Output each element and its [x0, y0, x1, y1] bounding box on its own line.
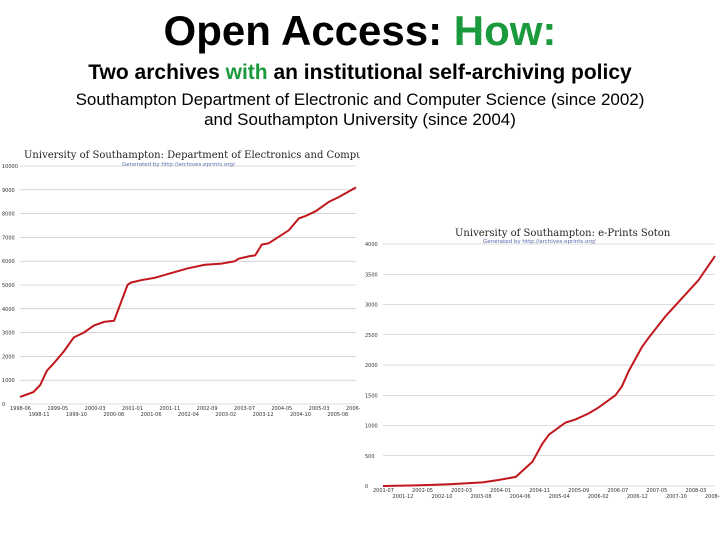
x-tick-label-2: 1999-05 — [47, 406, 68, 412]
x-tick-label-10: 2005-09 — [568, 488, 589, 494]
x-tick-label-18: 2006-01 — [346, 406, 360, 412]
x-tick-label-16: 2008-03 — [685, 488, 706, 494]
y-tick-label-3: 3000 — [2, 331, 15, 337]
x-tick-label-14: 2007-05 — [646, 488, 667, 494]
title-accent: How: — [453, 7, 557, 54]
y-tick-label-1: 1000 — [2, 378, 15, 384]
x-tick-label-17: 2008-08 — [705, 494, 720, 500]
chart1-x-axis: 1998-061998-111999-051999-102000-032000-… — [10, 406, 360, 418]
y-tick-label-6: 3000 — [365, 303, 378, 309]
x-tick-label-12: 2003-07 — [234, 406, 255, 412]
x-tick-label-13: 2006-12 — [627, 494, 648, 500]
y-tick-label-3: 1500 — [365, 393, 378, 399]
chart2-gridlines — [383, 243, 715, 487]
x-tick-label-9: 2005-04 — [549, 494, 570, 500]
x-tick-label-0: 2001-07 — [373, 488, 394, 494]
x-tick-label-8: 2004-11 — [529, 488, 550, 494]
y-tick-label-5: 2500 — [365, 333, 378, 339]
description-line-2: and Southampton University (since 2004) — [204, 110, 516, 129]
x-tick-label-5: 2000-08 — [103, 412, 124, 418]
slide-subtitle: Two archives with an institutional self-… — [0, 60, 720, 86]
x-tick-label-8: 2001-11 — [159, 406, 180, 412]
eprints-soton-growth-chart: University of Southampton: e-Prints Soto… — [365, 228, 720, 500]
title-main: Open Access: — [163, 7, 443, 54]
y-tick-label-5: 5000 — [2, 283, 15, 289]
chart2-x-axis: 2001-072001-122002-052002-102003-032003-… — [373, 488, 720, 500]
chart1-title: University of Southampton: Department of… — [24, 150, 360, 161]
y-tick-label-4: 2000 — [365, 363, 378, 369]
x-tick-label-12: 2006-07 — [607, 488, 628, 494]
y-tick-label-4: 4000 — [2, 307, 15, 313]
x-tick-label-0: 1998-06 — [10, 406, 31, 412]
subtitle-accent: with — [225, 61, 268, 84]
description-line-1: Southampton Department of Electronic and… — [75, 90, 645, 109]
y-tick-label-2: 1000 — [365, 424, 378, 430]
chart1-subtitle: Generated by http://archives.eprints.org… — [122, 162, 235, 168]
y-tick-label-2: 2000 — [2, 354, 15, 360]
chart2-title: University of Southampton: e-Prints Soto… — [455, 228, 671, 239]
x-tick-label-11: 2003-02 — [215, 412, 236, 418]
x-tick-label-7: 2004-06 — [510, 494, 531, 500]
y-tick-label-0: 0 — [2, 402, 5, 408]
x-tick-label-4: 2000-03 — [85, 406, 106, 412]
chart1-gridlines — [20, 165, 356, 405]
chart2-series-line — [382, 255, 716, 487]
y-tick-label-0: 0 — [365, 484, 368, 490]
x-tick-label-17: 2005-08 — [327, 412, 348, 418]
x-tick-label-9: 2002-04 — [178, 412, 199, 418]
x-tick-label-10: 2002-09 — [197, 406, 218, 412]
x-tick-label-2: 2002-05 — [412, 488, 433, 494]
chart1-y-axis: 0 1000 2000 3000 4000 5000 6000 7000 8000 9000 100… — [2, 164, 18, 408]
x-tick-label-11: 2006-02 — [588, 494, 609, 500]
x-tick-label-15: 2007-10 — [666, 494, 687, 500]
y-tick-label-7: 7000 — [2, 235, 15, 241]
x-tick-label-7: 2001-06 — [141, 412, 162, 418]
x-tick-label-13: 2003-12 — [253, 412, 274, 418]
subtitle-after: an institutional self-archiving policy — [273, 61, 632, 84]
y-tick-label-9: 9000 — [2, 188, 15, 194]
y-tick-label-6: 6000 — [2, 259, 15, 265]
chart2-y-axis: 0 500 1000 1500 2000 2500 3000 3500 4000 — [365, 242, 378, 490]
x-tick-label-3: 2002-10 — [432, 494, 453, 500]
x-tick-label-6: 2001-01 — [122, 406, 143, 412]
x-tick-label-5: 2003-08 — [471, 494, 492, 500]
chart1-series-line — [19, 186, 357, 398]
x-tick-label-3: 1999-10 — [66, 412, 87, 418]
slide-title: Open Access: How: — [0, 6, 720, 56]
y-tick-label-8: 4000 — [365, 242, 378, 248]
x-tick-label-16: 2005-03 — [309, 406, 330, 412]
x-tick-label-6: 2004-01 — [490, 488, 511, 494]
x-tick-label-14: 2004-05 — [271, 406, 292, 412]
y-tick-label-1: 500 — [365, 454, 375, 460]
x-tick-label-1: 2001-12 — [393, 494, 414, 500]
slide-description: Southampton Department of Electronic and… — [0, 90, 720, 130]
y-tick-label-8: 8000 — [2, 212, 15, 218]
chart2-subtitle: Generated by http://archives.eprints.org… — [483, 239, 596, 245]
x-tick-label-4: 2003-03 — [451, 488, 472, 494]
subtitle-before: Two archives — [88, 61, 220, 84]
ecs-growth-chart: University of Southampton: Department of… — [2, 150, 360, 418]
y-tick-label-7: 3500 — [365, 272, 378, 278]
x-tick-label-1: 1998-11 — [29, 412, 50, 418]
x-tick-label-15: 2004-10 — [290, 412, 311, 418]
y-tick-label-10: 10000 — [2, 164, 18, 170]
